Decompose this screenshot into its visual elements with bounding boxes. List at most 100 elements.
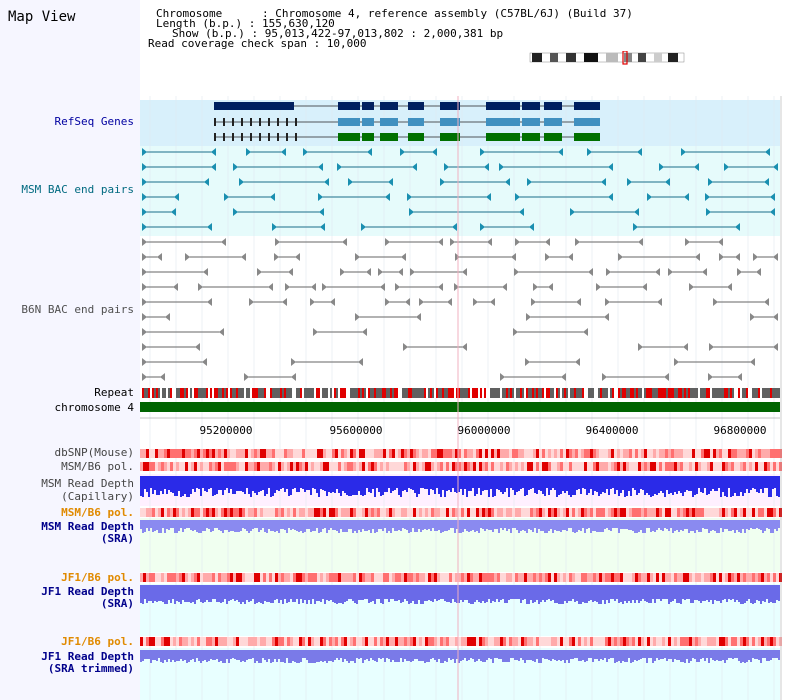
heat-cell	[641, 462, 644, 471]
depth-bar	[396, 585, 398, 601]
depth-bar	[610, 520, 612, 531]
heat-cell	[632, 508, 635, 517]
depth-bar	[188, 650, 190, 662]
heat-cell	[527, 573, 530, 582]
depth-bar	[252, 520, 254, 529]
repeat-element	[434, 388, 436, 398]
depth-bar	[154, 585, 156, 601]
heat-cell	[476, 449, 479, 458]
heat-cell	[635, 508, 638, 517]
heat-cell	[716, 449, 719, 458]
depth-bar	[674, 520, 676, 531]
jf1-read-depth-trimmed-label[interactable]: JF1 Read Depth	[41, 650, 134, 663]
depth-bar	[652, 520, 654, 531]
depth-bar	[666, 585, 668, 599]
chromosome-ideogram[interactable]	[528, 51, 688, 65]
bac-end-marker	[575, 238, 580, 246]
heat-cell	[770, 449, 773, 458]
depth-bar	[592, 476, 594, 495]
repeat-element	[382, 388, 384, 398]
heat-cell	[569, 449, 572, 458]
heat-cell	[725, 637, 728, 646]
jf1-b6-pol-label[interactable]: JF1/B6 pol.	[61, 571, 134, 584]
refseq-gene-models[interactable]	[214, 102, 600, 141]
heat-cell	[689, 462, 692, 471]
repeat-element	[520, 388, 522, 398]
depth-bar	[340, 585, 342, 603]
bac-end-marker	[142, 193, 147, 201]
jf1-b6-pol-label-2[interactable]: JF1/B6 pol.	[61, 635, 134, 648]
heat-cell	[560, 637, 563, 646]
heat-cell	[668, 449, 671, 458]
heat-cell	[578, 449, 581, 458]
polymorphism-heat-tracks[interactable]	[140, 449, 782, 646]
depth-bar	[160, 585, 162, 601]
jf1-read-depth-sra-label[interactable]: JF1 Read Depth	[41, 585, 134, 598]
heat-cell	[659, 449, 662, 458]
depth-bar	[550, 585, 552, 601]
depth-bar	[608, 650, 610, 659]
heat-cell	[290, 508, 293, 517]
heat-cell	[770, 462, 773, 471]
heat-cell	[215, 462, 218, 471]
heat-cell	[314, 573, 317, 582]
msm-bac-label[interactable]: MSM BAC end pairs	[21, 183, 134, 196]
depth-bar	[374, 650, 376, 661]
depth-bar	[400, 520, 402, 531]
heat-cell	[653, 449, 656, 458]
depth-bar	[644, 520, 646, 533]
depth-bar	[398, 585, 400, 600]
repeat-track[interactable]	[140, 388, 780, 398]
heat-cell	[581, 508, 584, 517]
heat-cell	[434, 573, 437, 582]
depth-bar	[198, 520, 200, 533]
heat-cell	[518, 449, 521, 458]
b6n-bac-pairs[interactable]	[142, 238, 778, 381]
dbsnp-label[interactable]: dbSNP(Mouse)	[54, 446, 134, 459]
heat-cell	[431, 508, 434, 517]
msm-bac-pairs[interactable]	[142, 148, 778, 231]
chromosome-bar[interactable]	[140, 402, 780, 412]
depth-bar	[704, 650, 706, 661]
heat-cell	[389, 508, 392, 517]
msm-read-depth-sra-label[interactable]: MSM Read Depth	[41, 520, 134, 533]
msm-read-depth-capillary-label[interactable]: MSM Read Depth	[41, 477, 134, 490]
depth-bar	[224, 476, 226, 490]
heat-cell	[533, 462, 536, 471]
depth-bar	[174, 520, 176, 533]
read-depth-tracks[interactable]	[140, 476, 780, 663]
length-line: Length (b.p.) : 155,630,120	[156, 17, 335, 30]
heat-cell	[680, 462, 683, 471]
depth-bar	[534, 520, 536, 528]
depth-bar	[286, 520, 288, 533]
depth-bar	[638, 520, 640, 532]
heat-cell	[515, 462, 518, 471]
heat-cell	[479, 462, 482, 471]
depth-bar	[578, 476, 580, 489]
refseq-genes-label[interactable]: RefSeq Genes	[54, 115, 134, 128]
repeat-element	[454, 388, 456, 398]
heat-cell	[518, 637, 521, 646]
depth-bar	[354, 476, 356, 495]
depth-bar	[462, 520, 464, 532]
b6n-bac-label[interactable]: B6N BAC end pairs	[21, 303, 134, 316]
depth-bar	[614, 585, 616, 601]
heat-cell	[617, 573, 620, 582]
msm-b6-pol-label-2[interactable]: MSM/B6 pol.	[61, 506, 134, 519]
heat-cell	[233, 462, 236, 471]
depth-bar	[142, 476, 144, 497]
msm-b6-pol-label[interactable]: MSM/B6 pol.	[61, 460, 134, 473]
depth-bar	[142, 650, 144, 661]
bac-end-marker	[681, 148, 686, 156]
depth-bar	[436, 650, 438, 662]
heat-cell	[218, 462, 221, 471]
heat-cell	[434, 462, 437, 471]
depth-bar	[576, 585, 578, 601]
bac-end-marker	[288, 268, 293, 276]
heat-cell	[527, 449, 530, 458]
heat-cell	[317, 462, 320, 471]
depth-bar	[406, 650, 408, 661]
depth-bar	[524, 650, 526, 663]
depth-bar	[660, 476, 662, 491]
